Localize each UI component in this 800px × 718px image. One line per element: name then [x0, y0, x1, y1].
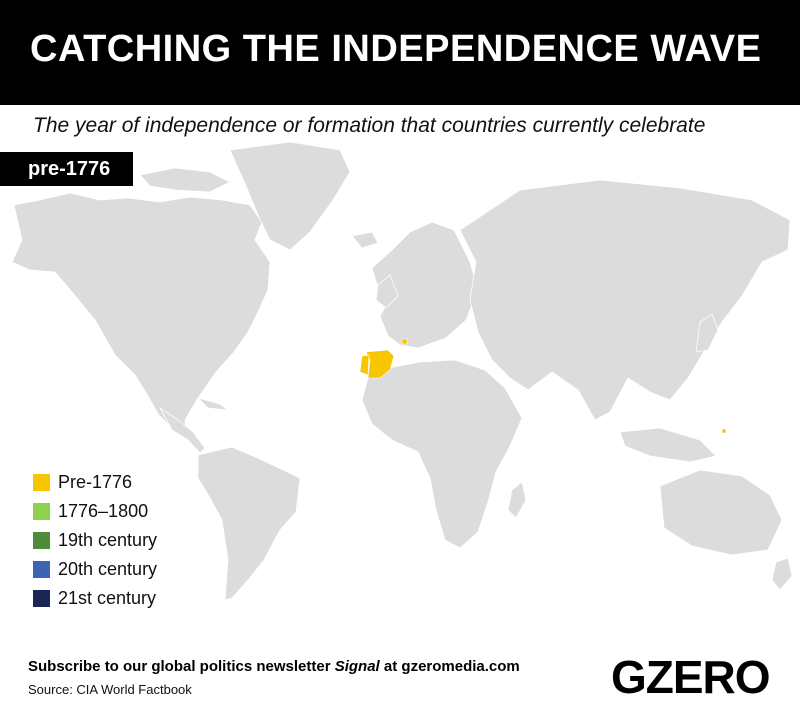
- legend-label: 19th century: [58, 530, 158, 550]
- africa: [361, 359, 523, 549]
- legend-swatch: [33, 561, 50, 578]
- header-bar: CATCHING THE INDEPENDENCE WAVE: [0, 0, 800, 105]
- southeast-asia-islands: [619, 427, 717, 463]
- north-america: [11, 192, 271, 433]
- madagascar: [507, 481, 527, 519]
- united-kingdom: [375, 274, 399, 309]
- newsletter-line: Subscribe to our global politics newslet…: [28, 658, 520, 675]
- asia: [459, 179, 791, 421]
- gzero-logo: GZERO: [611, 651, 771, 703]
- newsletter-suffix: at gzeromedia.com: [379, 658, 520, 675]
- legend-label: Pre-1776: [58, 472, 133, 492]
- australia: [659, 469, 783, 556]
- greenland: [229, 141, 351, 251]
- new-zealand: [771, 557, 793, 591]
- arctic-islands: [139, 167, 231, 193]
- guam: [721, 428, 727, 434]
- era-badge: pre-1776: [0, 152, 133, 186]
- legend-item-1776-1800: 1776–1800: [33, 497, 157, 526]
- iceland: [351, 231, 379, 249]
- central-america: [159, 407, 206, 454]
- legend-swatch: [33, 503, 50, 520]
- legend-swatch: [33, 532, 50, 549]
- san-marino: [401, 338, 408, 345]
- page-title: CATCHING THE INDEPENDENCE WAVE: [30, 28, 762, 70]
- legend: Pre-1776 1776–1800 19th century 20th cen…: [33, 468, 157, 613]
- legend-item-20th-century: 20th century: [33, 555, 157, 584]
- portugal: [359, 354, 370, 376]
- legend-label: 21st century: [58, 588, 157, 608]
- legend-item-21st-century: 21st century: [33, 584, 157, 613]
- south-america: [197, 446, 301, 600]
- legend-item-pre-1776: Pre-1776: [33, 468, 157, 497]
- cuba: [197, 397, 229, 411]
- legend-swatch: [33, 474, 50, 491]
- legend-item-19th-century: 19th century: [33, 526, 157, 555]
- japan: [695, 313, 719, 353]
- newsletter-prefix: Subscribe to our global politics newslet…: [28, 658, 335, 675]
- legend-label: 20th century: [58, 559, 158, 579]
- source-line: Source: CIA World Factbook: [28, 682, 192, 697]
- legend-label: 1776–1800: [58, 501, 149, 521]
- subtitle: The year of independence or formation th…: [33, 114, 706, 137]
- legend-swatch: [33, 590, 50, 607]
- world-map: [11, 141, 793, 600]
- newsletter-name: Signal: [334, 658, 380, 675]
- spain: [365, 349, 395, 379]
